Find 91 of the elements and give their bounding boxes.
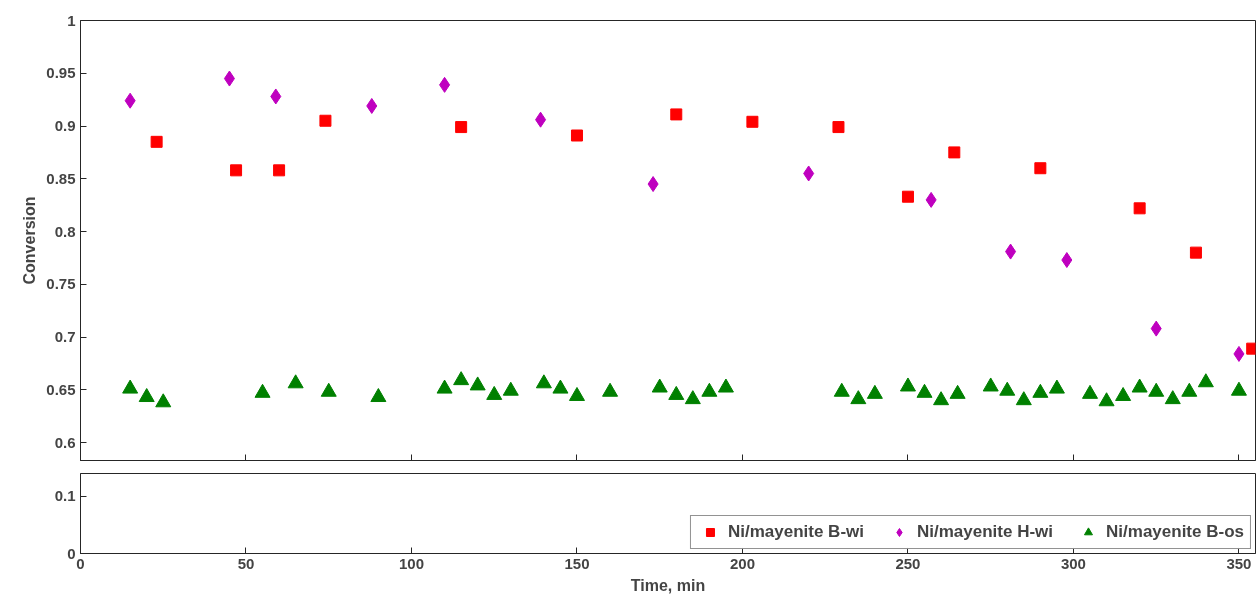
point xyxy=(949,384,966,399)
point xyxy=(982,377,999,392)
point xyxy=(1048,379,1065,394)
point xyxy=(287,374,304,389)
point xyxy=(124,92,136,109)
point xyxy=(668,385,685,400)
point xyxy=(1061,252,1073,269)
point xyxy=(370,388,387,403)
y-tick-label: 0.6 xyxy=(54,433,76,451)
x-tick-label: 250 xyxy=(895,554,921,572)
point xyxy=(899,377,916,392)
point xyxy=(502,381,519,396)
x-axis-title: Time, min xyxy=(630,576,706,594)
point xyxy=(1098,392,1115,407)
point xyxy=(833,382,850,397)
point xyxy=(866,384,883,399)
point xyxy=(150,135,163,148)
point xyxy=(1233,345,1245,362)
y-tick-label: 1 xyxy=(67,11,76,29)
point xyxy=(1197,373,1214,388)
point xyxy=(568,386,585,401)
point xyxy=(436,379,453,394)
point xyxy=(552,379,569,394)
point xyxy=(1082,384,1099,399)
point xyxy=(1015,391,1032,406)
point xyxy=(1115,386,1132,401)
point xyxy=(570,129,583,142)
point xyxy=(1034,162,1047,175)
point xyxy=(1032,383,1049,398)
point xyxy=(455,121,468,134)
point xyxy=(999,381,1016,396)
x-tick-label: 150 xyxy=(564,554,590,572)
point xyxy=(901,190,914,203)
x-tick-label: 350 xyxy=(1226,554,1252,572)
point xyxy=(647,176,659,193)
point xyxy=(925,191,937,208)
point xyxy=(651,378,668,393)
y-tick-label: 0.1 xyxy=(54,487,76,505)
point xyxy=(701,382,718,397)
point xyxy=(273,164,286,177)
point xyxy=(223,70,235,87)
point xyxy=(535,374,552,389)
point xyxy=(916,383,933,398)
point xyxy=(366,97,378,114)
point xyxy=(1133,202,1146,215)
point xyxy=(717,378,734,393)
y-tick-label: 0.8 xyxy=(54,222,76,240)
point xyxy=(1005,243,1017,260)
point xyxy=(684,390,701,405)
point xyxy=(230,164,243,177)
y-tick-label: 0.7 xyxy=(54,328,76,346)
point xyxy=(469,376,486,391)
point xyxy=(602,382,619,397)
legend-label: Ni/mayenite B-wi xyxy=(727,522,865,542)
point xyxy=(254,383,271,398)
point xyxy=(320,382,337,397)
point xyxy=(270,88,282,105)
legend-label: Ni/mayenite B-os xyxy=(1106,522,1244,542)
x-tick-label: 100 xyxy=(398,554,424,572)
point xyxy=(1164,390,1181,405)
y-tick-label: 0.85 xyxy=(46,169,76,187)
x-tick-label: 200 xyxy=(729,554,755,572)
y-tick-label: 0.9 xyxy=(54,117,76,135)
point xyxy=(1181,382,1198,397)
point xyxy=(453,371,470,386)
y-tick-label: 0.75 xyxy=(46,275,76,293)
point xyxy=(535,111,547,128)
point xyxy=(1150,320,1162,337)
point xyxy=(1148,382,1165,397)
y-axis-title: Conversion xyxy=(21,196,39,285)
point xyxy=(319,114,332,127)
y-tick-label: 0.95 xyxy=(46,64,76,82)
point xyxy=(122,379,139,394)
point xyxy=(439,76,451,93)
point xyxy=(486,385,503,400)
point xyxy=(948,146,961,159)
point xyxy=(1131,378,1148,393)
point xyxy=(155,393,172,408)
point xyxy=(670,108,683,121)
point xyxy=(803,165,815,182)
point xyxy=(832,121,845,134)
point xyxy=(1230,381,1247,396)
point xyxy=(1189,246,1202,259)
x-tick-label: 50 xyxy=(237,554,255,572)
point xyxy=(138,388,155,403)
point xyxy=(933,391,950,406)
point xyxy=(850,390,867,405)
x-tick-label: 300 xyxy=(1060,554,1086,572)
y-tick-label: 0.65 xyxy=(46,380,76,398)
legend-label: Ni/mayenite H-wi xyxy=(917,522,1054,542)
point xyxy=(746,115,759,128)
